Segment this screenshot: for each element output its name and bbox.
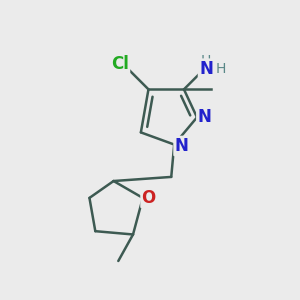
- Text: N: N: [197, 108, 211, 126]
- Text: H: H: [201, 54, 211, 68]
- Text: O: O: [142, 189, 156, 207]
- Text: N: N: [199, 60, 213, 78]
- Text: N: N: [175, 137, 188, 155]
- Text: Cl: Cl: [112, 55, 129, 73]
- Text: H: H: [215, 62, 226, 76]
